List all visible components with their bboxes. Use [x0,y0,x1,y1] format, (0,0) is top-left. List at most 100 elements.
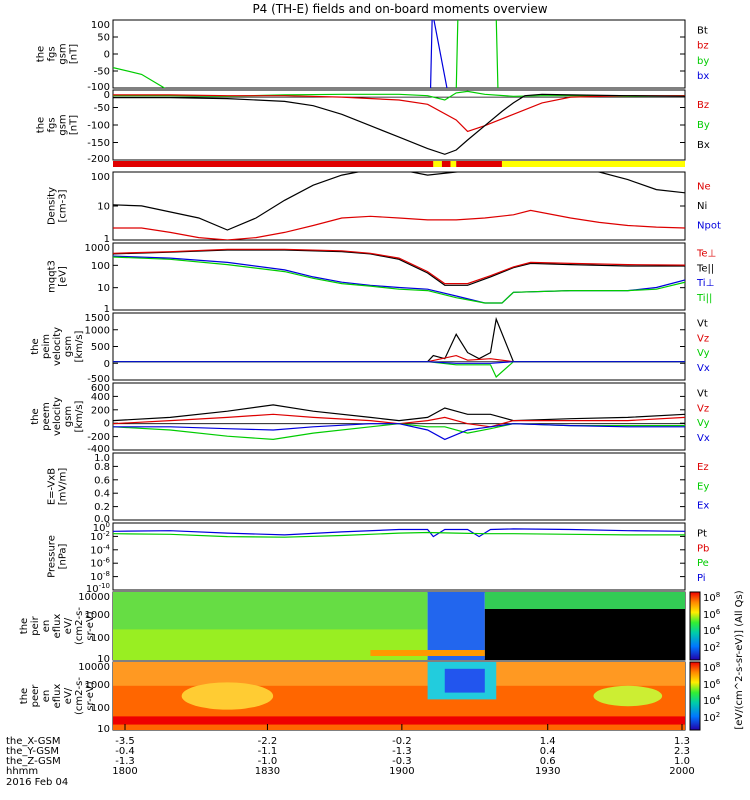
tick-label: 0 [104,359,110,370]
tick-label: 104 [703,694,721,707]
tick-label: 400 [91,392,110,403]
colorbar: 108 106 104 102 108 106 104 102 [eV/(cm^2-s-sr-e… [689,590,745,731]
legend-Ne: Ne [697,181,711,192]
tick-label: 0 [104,50,110,61]
tick-label: 100 [91,261,110,272]
panel-frame [112,242,686,311]
tick-label: 100 [91,703,110,714]
legend-Te⊥: Te⊥ [696,248,716,259]
axis-row-label: the_X-GSM [6,736,60,747]
axis-row-value: 1.3 [674,736,690,747]
y-axis-label: E=-VxB[mV/m] [47,468,69,506]
tick-label: 0.8 [94,462,110,473]
spectrogram [113,592,685,660]
legend-Bz: Bz [697,100,709,111]
tick-label: 102 [703,711,720,724]
tick-label: 0 [104,419,110,430]
tick-label: 1500 [85,313,110,324]
series-by [113,67,166,88]
tick-label: -400 [87,444,110,455]
axis-row-value: -1.3 [115,756,135,767]
tick-label: -50 [94,103,110,114]
tick-label: 10000 [78,662,110,673]
axis-row-label: the_Z-GSM [6,756,61,767]
series-Vt [113,404,685,422]
legend-Vt: Vt [697,318,708,329]
spectrogram [113,662,685,730]
series-Vz [113,413,685,428]
tick-label: 10-4 [90,543,110,556]
tick-label: -100 [87,82,110,93]
legend-Vy: Vy [697,348,710,359]
panel-peir-en-eflux: 10000 1000 100 10thepeirenefluxeV/(cm2-s-sr… [19,591,686,665]
tick-label: -50 [94,67,110,78]
status-bar [113,161,685,167]
tick-label: 100 [93,521,110,534]
tick-label: -100 [87,121,110,132]
colorbar-lower [689,661,701,731]
flux-region [113,662,685,686]
y-axis-label: thepeemvelocitygsm[km/s] [30,397,85,436]
legend-Te||: Te|| [696,263,714,274]
legend-Npot: Npot [697,220,721,231]
tick-label: 108 [703,591,720,604]
colorbar-upper [689,591,701,661]
tick-label: 100 [91,633,110,644]
axis-row-value: 1.0 [674,756,690,767]
series-Te|| [113,249,685,286]
y-axis-label: thepeimvelocitygsm[km/s] [30,327,85,366]
series-Vx [113,361,685,364]
y-axis-label: thepeerenefluxeV/(cm2-s-sr-eV) [19,677,96,715]
tick-label: 100 [91,172,110,183]
legend-bz: bz [697,41,709,52]
panel-frame [112,19,686,89]
tick-label: 10 [97,654,110,665]
tick-label: 10-8 [90,570,110,583]
tick-label: 1000 [85,325,110,336]
status-segment [441,161,451,167]
legend-Bx: Bx [697,140,710,151]
colorbar-label: [eV/(cm^2-s-sr-eV)] (All Qs) [734,590,745,729]
axis-row-label: hhmm [6,766,38,777]
flux-region [593,685,663,707]
axis-row-value: 0.4 [540,746,556,757]
y-axis-label: thepeirenefluxeV/(cm2-s-sr-eV) [19,607,96,645]
series-Ti⊥ [113,255,685,304]
legend-Vz: Vz [697,333,709,344]
legend-Vt: Vt [697,388,708,399]
axis-row-value: -2.2 [258,736,278,747]
axis-row-value: -1.0 [258,756,278,767]
tick-label: 10 [97,202,110,213]
axis-row-value: -1.3 [392,746,412,757]
tick-label: 1 [104,304,110,315]
y-axis-label: mqqt3[eV] [47,260,69,293]
panel-frame [112,382,686,451]
tick-label: 104 [703,624,721,637]
series-Vt [113,316,685,363]
legend-Pi: Pi [697,573,706,584]
y-axis-label: Density[cm-3] [47,187,69,225]
tick-label: 102 [703,641,720,654]
tick-label: -150 [87,138,110,149]
tick-label: -200 [87,432,110,443]
legend-Vx: Vx [697,363,710,374]
tick-label: 10 [97,724,110,735]
legend-Pb: Pb [697,543,709,554]
legend-Bt: Bt [697,26,708,37]
y-axis-label: thefgsgsm[nT] [36,114,80,135]
series-Vz [113,354,685,363]
legend-Ti⊥: Ti⊥ [696,278,714,289]
legend-Ey: Ey [697,481,709,492]
tick-label: 500 [91,342,110,353]
tick-label: -500 [87,374,110,385]
y-axis-label: thefgsgsm[nT] [36,43,80,64]
x-axis-labels: the_X-GSM -3.5 -2.2 -0.2 1.4 1.3 the_Y-GSM -0.4… [6,724,695,788]
axis-row-value: -1.1 [258,746,278,757]
axis-row-value: -0.2 [392,736,412,747]
legend-Ez: Ez [697,462,709,473]
panel-mom-t3: 1000 100 10 1 mqqt3[eV] Te⊥ Te|| Ti⊥ Ti|| [47,242,716,315]
series-Vx [113,423,685,441]
